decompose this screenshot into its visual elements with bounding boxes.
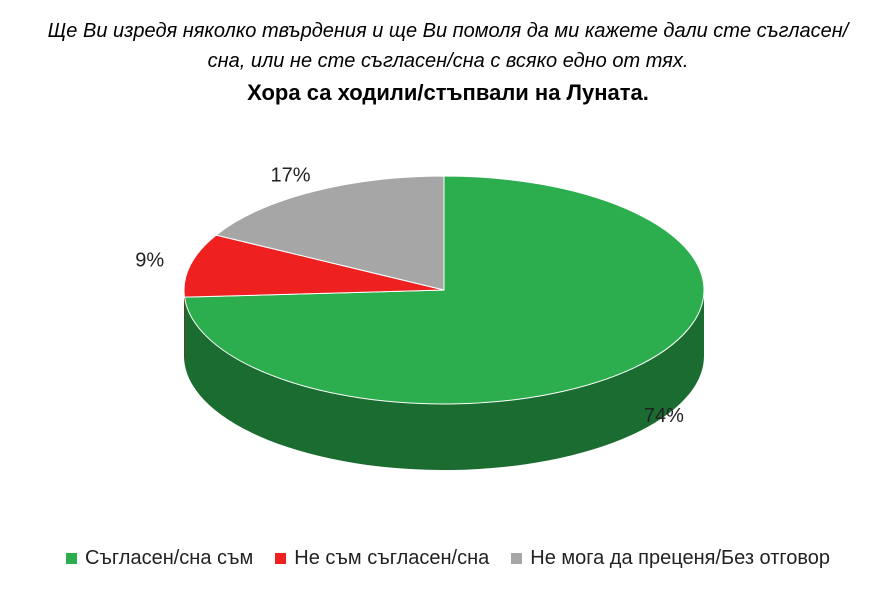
- legend-swatch: [511, 553, 523, 564]
- data-label: 17%: [270, 164, 310, 186]
- legend-label: Съгласен/сна съм: [84, 547, 254, 569]
- chart-subtitle: Ще Ви изредя няколко твърдения и ще Ви п…: [47, 20, 849, 72]
- legend-item: Съгласен/сна съм: [65, 547, 254, 570]
- data-label: 74%: [644, 405, 684, 427]
- legend-item: Не мога да преценя/Без отговор: [511, 547, 830, 570]
- slice-side: [184, 290, 185, 364]
- legend-label: Не съм съгласен/сна: [294, 547, 490, 569]
- data-label: 9%: [135, 249, 164, 271]
- slice-side: [184, 290, 704, 471]
- legend-swatch: [275, 553, 287, 564]
- slice: [183, 234, 445, 298]
- legend: Съгласен/сна съм Не съм съгласен/сна Не мо…: [0, 547, 896, 570]
- legend-label: Не мога да преценя/Без отговор: [530, 547, 831, 569]
- chart-title: Хора са ходили/стъпвали на Луната.: [247, 80, 649, 105]
- legend-item: Не съм съгласен/сна: [275, 547, 489, 570]
- slice: [215, 175, 445, 291]
- legend-swatch: [65, 553, 77, 564]
